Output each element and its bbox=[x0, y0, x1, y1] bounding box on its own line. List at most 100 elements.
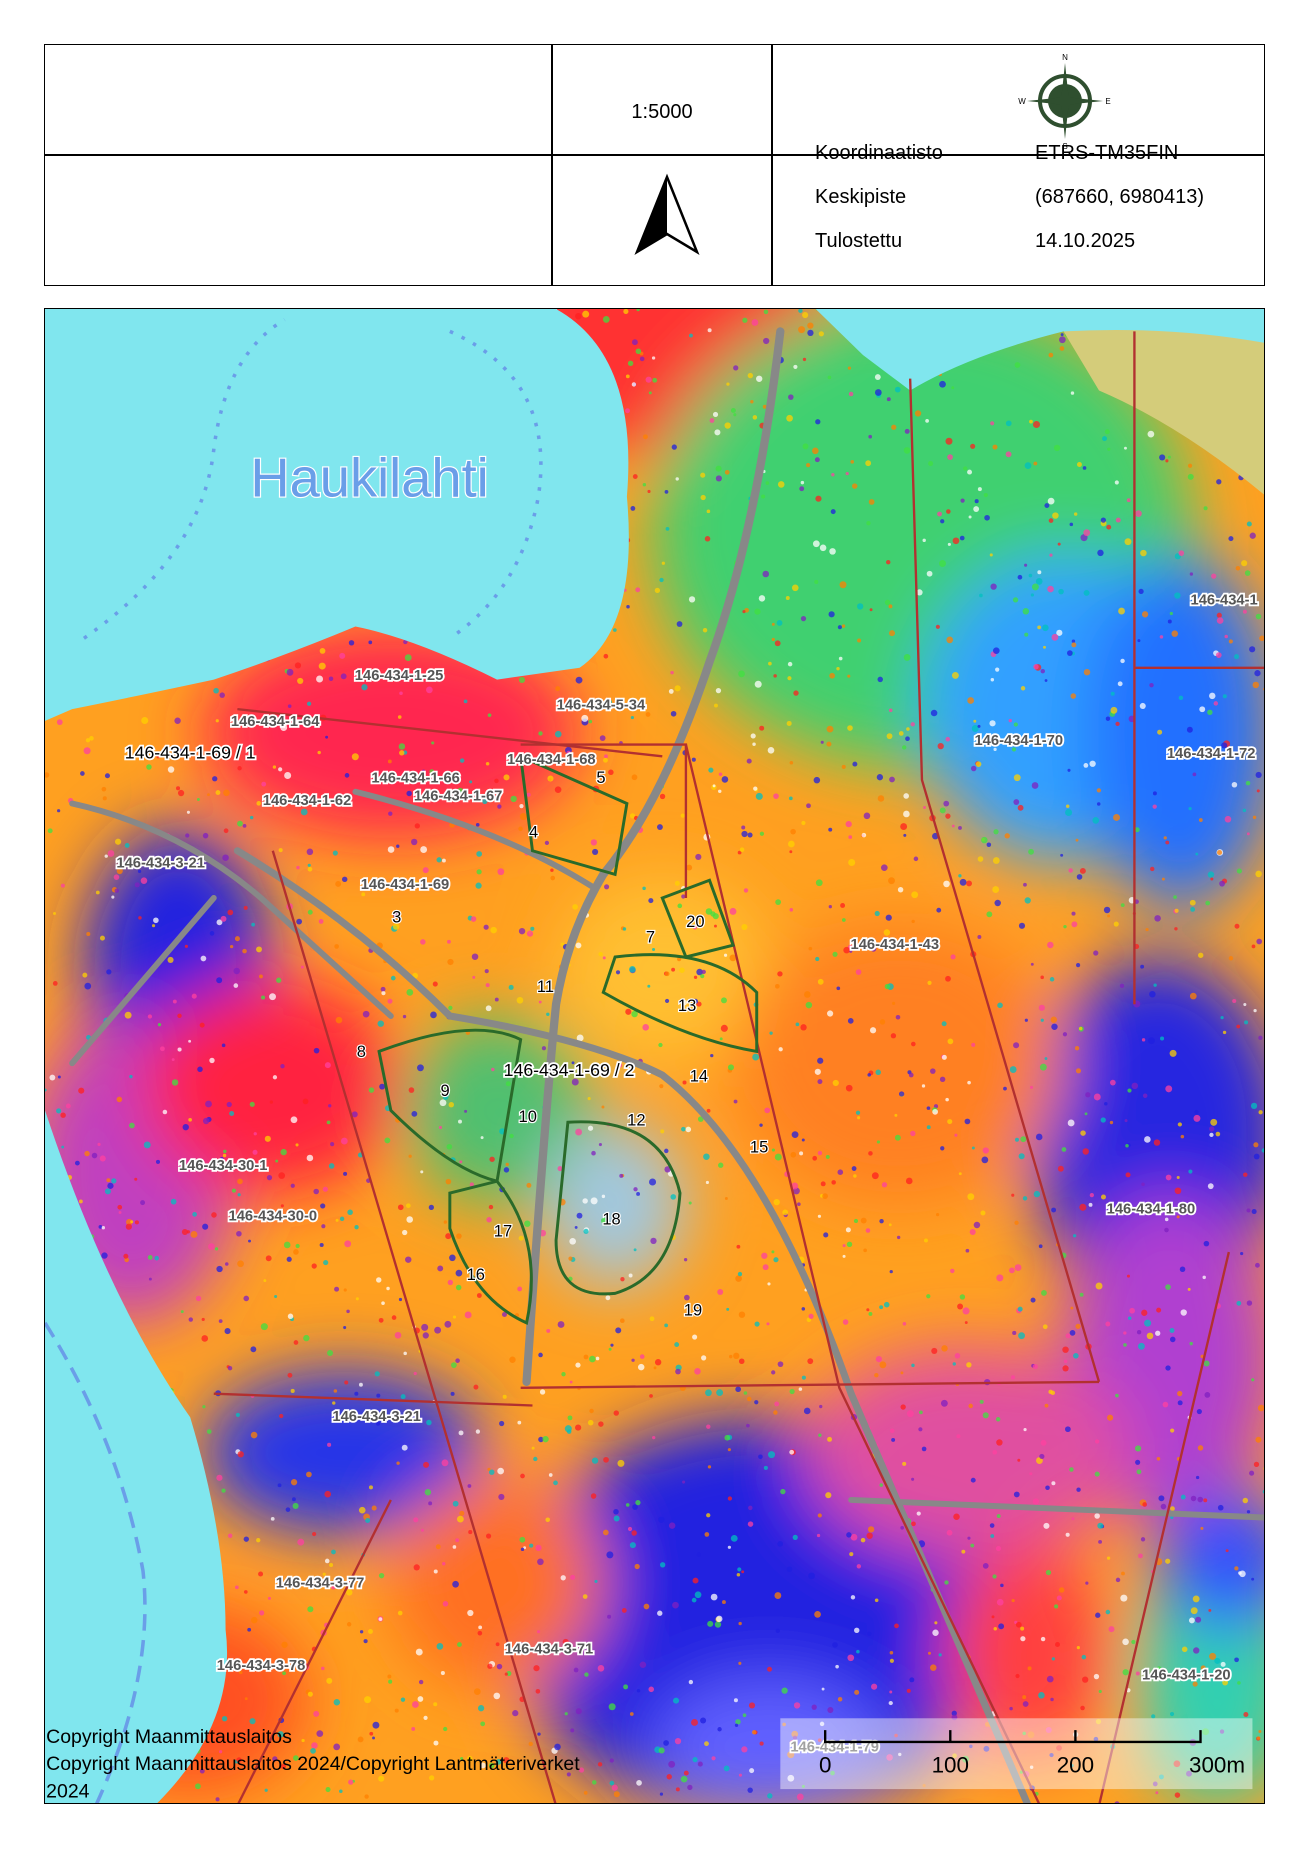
texture-dot bbox=[402, 1014, 407, 1019]
texture-dot bbox=[334, 944, 339, 949]
texture-dot bbox=[974, 499, 979, 504]
texture-dot bbox=[847, 674, 851, 678]
texture-dot bbox=[758, 595, 766, 602]
parcel-label: 146-434-1-66 bbox=[371, 771, 460, 787]
texture-dot bbox=[931, 1347, 938, 1354]
texture-dot bbox=[767, 1282, 771, 1286]
texture-dot bbox=[195, 1295, 202, 1302]
texture-dot bbox=[1256, 789, 1260, 793]
texture-dot bbox=[975, 761, 982, 767]
texture-dot bbox=[945, 736, 951, 742]
texture-dot bbox=[1115, 517, 1121, 523]
texture-dot bbox=[141, 716, 149, 725]
texture-dot bbox=[475, 822, 480, 827]
texture-dot bbox=[742, 610, 746, 614]
texture-dot bbox=[785, 596, 790, 600]
texture-dot bbox=[706, 1513, 711, 1518]
texture-dot bbox=[1018, 1332, 1025, 1340]
texture-dot bbox=[1010, 1375, 1016, 1380]
texture-dot bbox=[1118, 607, 1125, 615]
texture-dot bbox=[789, 850, 793, 854]
texture-dot bbox=[710, 1053, 714, 1058]
texture-dot bbox=[636, 309, 640, 312]
texture-dot bbox=[791, 584, 799, 592]
texture-dot bbox=[547, 775, 554, 782]
texture-dot bbox=[1167, 455, 1171, 459]
compartment-label: 10 bbox=[519, 1107, 537, 1126]
texture-dot bbox=[1028, 573, 1033, 578]
texture-dot bbox=[1005, 451, 1012, 458]
texture-dot bbox=[787, 1774, 795, 1782]
texture-dot bbox=[860, 1537, 866, 1543]
texture-dot bbox=[201, 1335, 209, 1342]
texture-dot bbox=[837, 1696, 843, 1702]
texture-dot bbox=[958, 1172, 962, 1176]
vegetation-patch bbox=[1087, 555, 1264, 910]
texture-dot bbox=[398, 1297, 403, 1302]
texture-dot bbox=[867, 1631, 872, 1637]
texture-dot bbox=[817, 1079, 823, 1085]
texture-dot bbox=[167, 956, 174, 963]
texture-dot bbox=[613, 1791, 620, 1798]
texture-dot bbox=[555, 686, 561, 692]
compartment-label: 13 bbox=[678, 996, 696, 1015]
texture-dot bbox=[487, 1663, 493, 1669]
texture-dot bbox=[196, 798, 200, 801]
compass-letter: E bbox=[1105, 97, 1110, 106]
texture-dot bbox=[610, 1343, 614, 1347]
texture-dot bbox=[222, 854, 229, 861]
texture-dot bbox=[533, 1647, 538, 1653]
texture-dot bbox=[235, 1585, 239, 1590]
texture-dot bbox=[1224, 815, 1232, 823]
texture-dot bbox=[1049, 553, 1053, 557]
compartment-boundary bbox=[660, 878, 736, 959]
texture-dot bbox=[1076, 963, 1081, 968]
texture-dot bbox=[675, 1368, 681, 1375]
texture-dot bbox=[541, 1046, 547, 1051]
texture-dot bbox=[875, 1069, 881, 1076]
texture-dot bbox=[691, 1597, 697, 1603]
texture-dot bbox=[1236, 1300, 1242, 1306]
texture-dot bbox=[104, 773, 110, 779]
texture-dot bbox=[749, 1768, 755, 1774]
texture-dot bbox=[604, 754, 608, 759]
texture-dot bbox=[520, 1547, 525, 1552]
texture-dot bbox=[57, 809, 61, 813]
texture-dot bbox=[664, 1323, 668, 1328]
texture-dot bbox=[1029, 1765, 1034, 1769]
parcel-label: 146-434-1-69 bbox=[361, 877, 450, 893]
texture-dot bbox=[274, 1295, 278, 1299]
texture-dot bbox=[832, 951, 838, 957]
texture-dot bbox=[704, 536, 711, 542]
texture-dot bbox=[1020, 1626, 1025, 1631]
compartment-label: 11 bbox=[537, 977, 554, 996]
texture-dot bbox=[714, 1621, 722, 1628]
texture-dot bbox=[531, 1446, 535, 1450]
texture-dot bbox=[530, 926, 535, 931]
texture-dot bbox=[1224, 634, 1228, 639]
texture-dot bbox=[467, 1609, 474, 1617]
texture-dot bbox=[459, 1160, 463, 1164]
texture-dot bbox=[488, 1204, 494, 1210]
texture-dot bbox=[249, 815, 254, 820]
compass-letter: S bbox=[1062, 142, 1067, 151]
texture-dot bbox=[735, 1275, 742, 1282]
texture-dot bbox=[633, 1248, 637, 1252]
texture-dot bbox=[1255, 771, 1262, 779]
texture-dot bbox=[811, 1704, 817, 1710]
header: 1:5000 N E S W Koordinaatisto ETRS-TM35FI… bbox=[44, 44, 1265, 286]
texture-dot bbox=[221, 1043, 226, 1048]
texture-dot bbox=[850, 1533, 858, 1541]
texture-dot bbox=[376, 1277, 382, 1283]
texture-dot bbox=[900, 823, 908, 830]
texture-dot bbox=[782, 1722, 786, 1727]
texture-dot bbox=[768, 661, 772, 666]
texture-dot bbox=[747, 1787, 753, 1793]
texture-dot bbox=[990, 1534, 995, 1538]
road bbox=[69, 800, 394, 1019]
texture-dot bbox=[396, 1461, 400, 1465]
texture-dot bbox=[480, 1136, 484, 1140]
compartment-label: 5 bbox=[596, 768, 605, 787]
texture-dot bbox=[1144, 1136, 1151, 1143]
texture-dot bbox=[282, 1671, 286, 1676]
